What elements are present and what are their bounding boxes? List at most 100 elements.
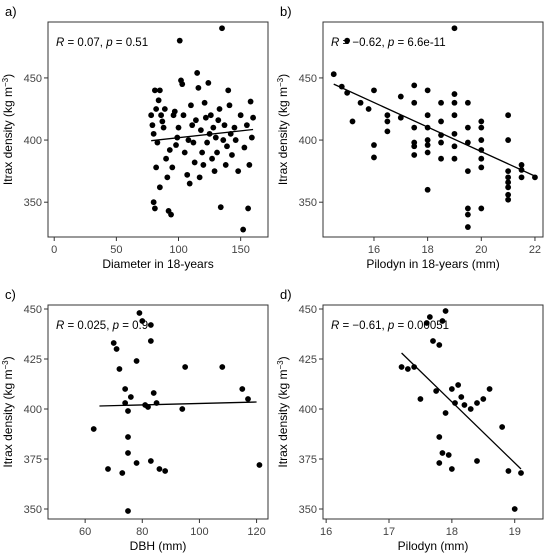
panel-label: b) <box>280 4 292 19</box>
data-point <box>193 117 199 124</box>
data-point <box>411 364 418 370</box>
data-point <box>505 168 512 175</box>
data-point <box>125 408 131 414</box>
x-tick-label: 16 <box>320 526 332 538</box>
regression-line <box>99 401 257 407</box>
y-tick-label: 450 <box>299 73 317 85</box>
data-point <box>212 134 219 141</box>
data-point <box>226 102 233 109</box>
data-point <box>247 98 254 105</box>
data-point <box>411 99 418 106</box>
x-tick-label: 80 <box>136 526 148 538</box>
y-axis-label: Itrax density (kg m−3) <box>1 74 16 185</box>
data-point <box>184 171 191 178</box>
data-point <box>229 152 235 158</box>
data-point <box>398 364 405 370</box>
y-tick-label: 400 <box>299 404 317 416</box>
data-point <box>424 149 431 156</box>
data-point <box>189 122 196 129</box>
data-point <box>436 460 443 466</box>
plot-frame <box>322 21 544 238</box>
data-point <box>505 112 512 119</box>
data-point <box>232 137 239 143</box>
data-point <box>505 184 512 191</box>
x-tick-label: 16 <box>368 244 380 256</box>
data-point <box>371 142 377 148</box>
data-point <box>505 137 512 143</box>
data-point <box>433 388 440 394</box>
data-point <box>438 155 444 162</box>
data-point <box>166 147 173 153</box>
x-tick-label: 18 <box>422 244 434 256</box>
data-point <box>207 112 214 119</box>
data-point <box>451 130 458 137</box>
y-tick-label: 350 <box>24 197 42 209</box>
data-point <box>451 143 458 150</box>
data-point <box>438 139 444 146</box>
x-axis-label: Diameter in 18-years <box>102 257 213 271</box>
data-point <box>411 82 418 89</box>
data-point <box>439 450 446 456</box>
data-point <box>222 162 229 168</box>
x-tick-label: 100 <box>190 526 208 538</box>
data-point <box>243 122 250 129</box>
data-point <box>136 310 143 316</box>
y-tick-label: 400 <box>24 135 42 147</box>
plot-frame <box>322 304 544 520</box>
data-point <box>246 162 253 168</box>
data-point <box>411 124 418 131</box>
y-tick-label: 375 <box>24 454 42 466</box>
data-point <box>397 93 404 100</box>
data-point <box>237 112 244 119</box>
data-point <box>478 118 485 125</box>
data-point <box>430 338 436 344</box>
data-point <box>451 155 458 162</box>
plot-frame <box>47 304 269 520</box>
data-point <box>436 434 443 440</box>
data-point <box>439 318 446 324</box>
data-point <box>474 458 480 464</box>
panel-d: d) 350 375 400 425 450 16 17 18 19 Pilodyn (mm) Itr… <box>276 287 544 553</box>
data-point <box>194 70 201 76</box>
data-point <box>478 137 485 143</box>
data-point <box>239 386 246 392</box>
data-point <box>397 114 404 121</box>
data-point <box>125 434 131 440</box>
data-point <box>505 179 512 186</box>
data-point <box>245 205 252 212</box>
data-point <box>125 450 131 456</box>
data-point <box>150 130 157 137</box>
data-point <box>384 128 391 135</box>
x-tick-label: 22 <box>529 244 541 256</box>
data-point <box>200 162 207 168</box>
data-point <box>153 164 160 171</box>
data-point <box>464 139 471 146</box>
data-point <box>424 186 431 193</box>
data-point <box>161 106 168 112</box>
x-tick-label: 150 <box>231 244 249 256</box>
data-point <box>148 112 155 119</box>
data-point <box>424 112 431 119</box>
data-point <box>518 162 525 168</box>
data-point <box>169 164 176 171</box>
data-point <box>225 87 232 94</box>
data-point <box>505 174 512 181</box>
data-point <box>365 106 372 112</box>
data-point <box>116 366 123 372</box>
data-point <box>231 124 238 131</box>
y-axis-label: Itrax density (kg m−3) <box>276 74 291 185</box>
data-point <box>220 137 227 143</box>
data-point <box>188 102 194 109</box>
data-point <box>423 320 430 326</box>
data-point <box>219 364 226 370</box>
data-point <box>159 118 166 125</box>
data-point <box>464 99 471 106</box>
data-point <box>404 366 411 372</box>
data-point <box>162 468 169 474</box>
x-tick-label: 18 <box>446 526 458 538</box>
y-axis-label: Itrax density (kg m−3) <box>1 356 16 467</box>
stat-annotation: R = −0.61, p = 0.00051 <box>331 320 449 332</box>
data-point <box>122 386 129 392</box>
data-point <box>505 191 512 198</box>
